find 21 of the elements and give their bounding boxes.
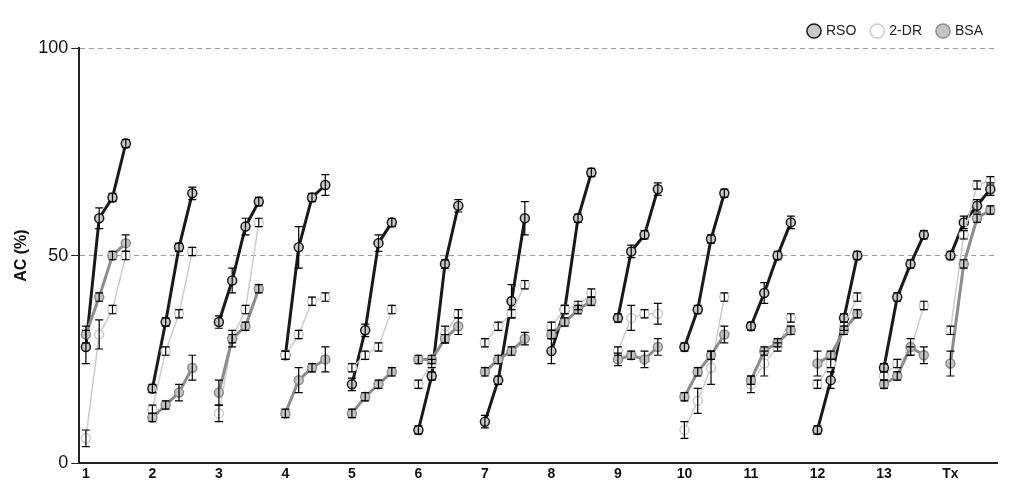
x-tick-label: 3: [214, 465, 223, 482]
x-tick-label: 5: [348, 465, 356, 482]
legend-label: BSA: [954, 21, 984, 38]
x-tick-label: 8: [547, 465, 556, 482]
x-tick-label: 9: [614, 465, 623, 482]
x-tick-label: 10: [676, 465, 693, 482]
x-tick-label: 2: [148, 465, 157, 482]
y-tick-label: 50: [48, 244, 69, 265]
legend-label: 2-DR: [889, 21, 922, 38]
x-tick-label: 11: [743, 465, 759, 482]
x-tick-label: 1: [81, 465, 90, 482]
y-axis-title: AC (%): [12, 229, 30, 282]
y-tick-label: 100: [38, 36, 69, 57]
legend-label: RSO: [825, 21, 857, 38]
x-tick-label: Tx: [942, 465, 959, 482]
y-tick-label: 0: [58, 452, 69, 473]
x-tick-label: 13: [876, 465, 892, 482]
x-tick-label: 4: [281, 465, 290, 482]
x-tick-label: 7: [481, 465, 490, 482]
x-tick-label: 6: [414, 465, 423, 482]
x-tick-label: 12: [809, 465, 826, 482]
